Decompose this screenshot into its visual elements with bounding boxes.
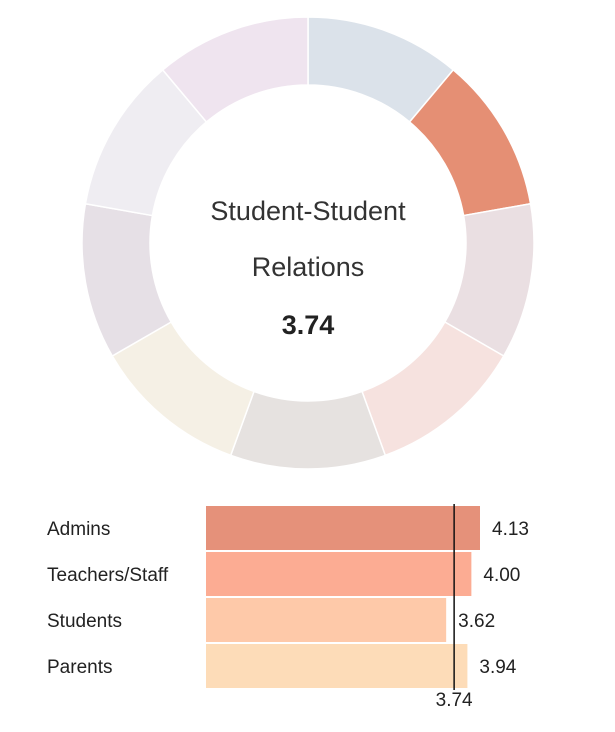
bar-admins (206, 506, 480, 550)
donut-segment-9 (161, 16, 309, 124)
donut-center-value: 3.74 (281, 310, 335, 340)
bar-value-label: 4.00 (483, 565, 520, 586)
donut-segment-5 (229, 390, 387, 470)
bar-value-label: 3.94 (479, 657, 516, 678)
bar-value-label: 4.13 (492, 519, 529, 540)
donut-title-line-2: Relations (251, 252, 365, 282)
bar-category-label: Parents (47, 657, 112, 678)
bar-category-label: Admins (47, 519, 110, 540)
reference-value-label: 3.74 (436, 690, 473, 711)
bar-students (206, 598, 447, 642)
donut-chart (81, 16, 535, 470)
bar-category-label: Teachers/Staff (47, 565, 169, 586)
bar-parents (206, 644, 468, 688)
bar-teachers-staff (206, 552, 472, 596)
donut-title-line-1: Student-Student (210, 196, 406, 226)
bar-value-label: 3.62 (458, 611, 495, 632)
bar-category-label: Students (47, 611, 122, 632)
